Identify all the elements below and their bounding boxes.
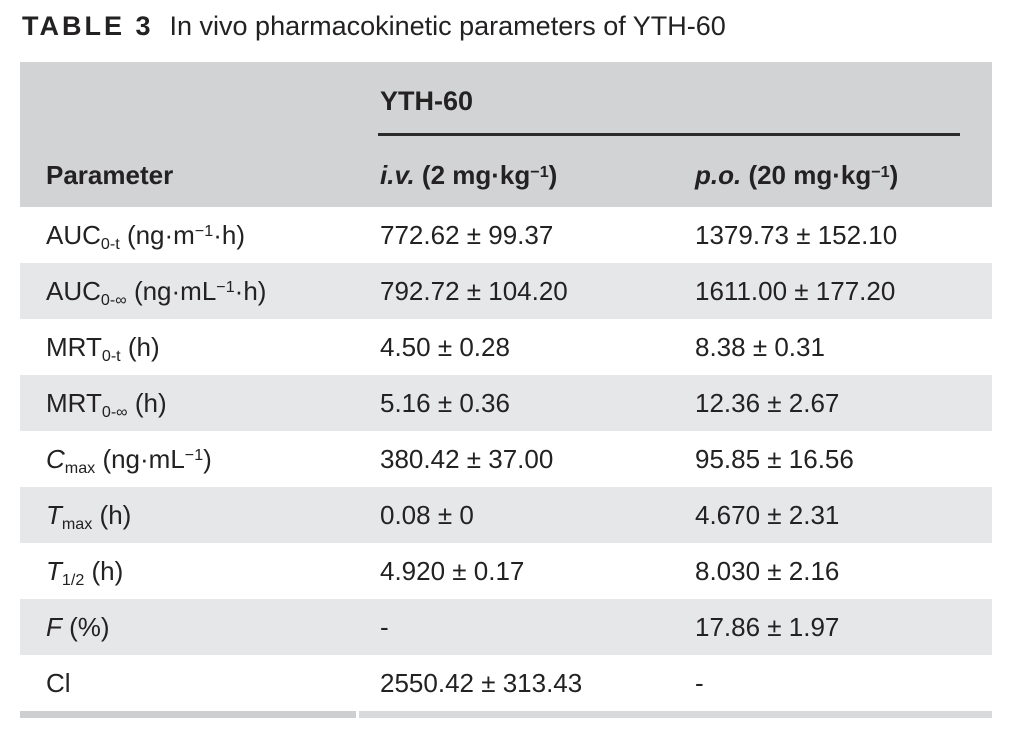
table-row: AUC0-t (ng·m−1·h) 772.62 ± 99.37 1379.73…: [20, 207, 992, 263]
parameter-cell: Cmax (ng·mL−1): [46, 443, 212, 477]
table-row: Tmax (h) 0.08 ± 0 4.670 ± 2.31: [20, 487, 992, 543]
table-row: Cl 2550.42 ± 313.43 -: [20, 655, 992, 711]
parameter-cell: T1/2 (h): [46, 555, 124, 589]
iv-value-cell: 4.50 ± 0.28: [380, 331, 510, 362]
table-row: F (%) - 17.86 ± 1.97: [20, 599, 992, 655]
parameter-cell: AUC0-∞ (ng·mL−1·h): [46, 275, 267, 309]
iv-value-cell: 5.16 ± 0.36: [380, 387, 510, 418]
po-value-cell: 17.86 ± 1.97: [695, 611, 840, 642]
parameter-cell: Tmax (h): [46, 499, 132, 533]
table-row: MRT0-t (h) 4.50 ± 0.28 8.38 ± 0.31: [20, 319, 992, 375]
po-value-cell: 12.36 ± 2.67: [695, 387, 840, 418]
iv-value-cell: -: [380, 611, 389, 642]
parameter-cell: AUC0-t (ng·m−1·h): [46, 219, 245, 253]
iv-value-cell: 2550.42 ± 313.43: [380, 667, 583, 698]
column-header-po: p.o. (20 mg·kg−1): [695, 160, 899, 190]
po-value-cell: 95.85 ± 16.56: [695, 443, 854, 474]
po-value-cell: 8.38 ± 0.31: [695, 331, 825, 362]
column-header-row: Parameter i.v. (2 mg·kg−1) p.o. (20 mg·k…: [20, 160, 992, 191]
iv-value-cell: 772.62 ± 99.37: [380, 219, 554, 250]
po-value-cell: 8.030 ± 2.16: [695, 555, 840, 586]
table-row: Cmax (ng·mL−1) 380.42 ± 37.00 95.85 ± 16…: [20, 431, 992, 487]
table-number: TABLE 3: [22, 11, 154, 41]
column-header-iv: i.v. (2 mg·kg−1): [380, 160, 558, 190]
iv-value-cell: 792.72 ± 104.20: [380, 275, 568, 306]
po-value-cell: -: [695, 667, 704, 698]
table-row: T1/2 (h) 4.920 ± 0.17 8.030 ± 2.16: [20, 543, 992, 599]
group-header-rule: [378, 133, 960, 136]
table-row: MRT0-∞ (h) 5.16 ± 0.36 12.36 ± 2.67: [20, 375, 992, 431]
parameter-cell: MRT0-t (h): [46, 331, 160, 365]
po-value-cell: 1611.00 ± 177.20: [695, 275, 896, 306]
po-value-cell: 1379.73 ± 152.10: [695, 219, 898, 250]
iv-value-cell: 380.42 ± 37.00: [380, 443, 554, 474]
bottom-rule-right-segment: [359, 711, 992, 718]
parameter-cell: Cl: [46, 667, 71, 698]
group-header: YTH-60: [380, 86, 474, 116]
table-bottom-rule: [20, 711, 992, 718]
pk-table: YTH-60 Parameter i.v. (2 mg·kg−1) p.o. (…: [20, 62, 992, 718]
iv-value-cell: 4.920 ± 0.17: [380, 555, 525, 586]
table-caption: TABLE 3 In vivo pharmacokinetic parameter…: [22, 10, 726, 44]
table-row: AUC0-∞ (ng·mL−1·h) 792.72 ± 104.20 1611.…: [20, 263, 992, 319]
po-value-cell: 4.670 ± 2.31: [695, 499, 840, 530]
iv-value-cell: 0.08 ± 0: [380, 499, 474, 530]
table-header: YTH-60 Parameter i.v. (2 mg·kg−1) p.o. (…: [20, 62, 992, 207]
parameter-cell: F (%): [46, 611, 110, 642]
parameter-cell: MRT0-∞ (h): [46, 387, 167, 421]
column-header-parameter: Parameter: [46, 160, 174, 190]
table-title-text: In vivo pharmacokinetic parameters of YT…: [169, 11, 726, 41]
table-body: AUC0-t (ng·m−1·h) 772.62 ± 99.37 1379.73…: [20, 207, 992, 711]
bottom-rule-left-segment: [20, 711, 356, 718]
